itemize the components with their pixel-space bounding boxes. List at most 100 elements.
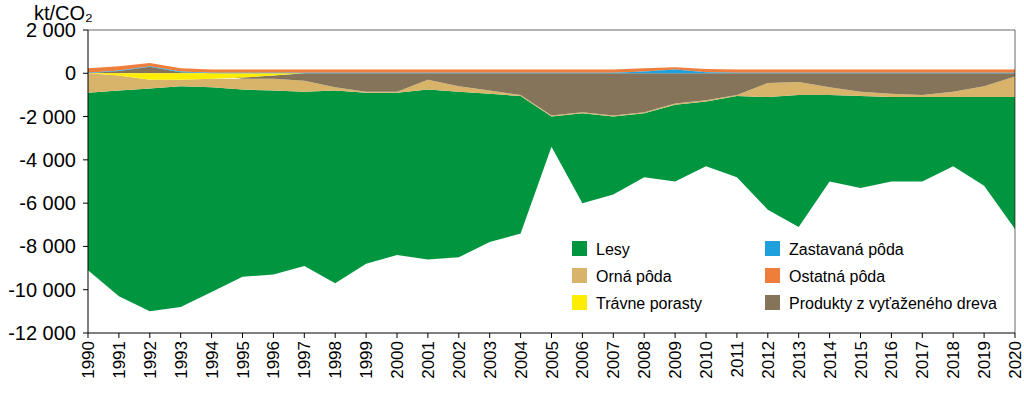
x-tick-label: 2020 [1006,341,1024,379]
x-tick [860,333,861,338]
x-tick-label: 2009 [666,341,685,379]
y-tick [83,289,88,290]
x-tick [798,333,799,338]
x-tick-label: 1995 [234,341,253,379]
x-tick-label: 2000 [388,341,407,379]
x-tick-label: 1994 [203,341,222,379]
y-tick [83,30,88,31]
legend-swatch [765,295,780,310]
x-tick-label: 2006 [573,341,592,379]
legend-swatch [572,241,587,256]
x-tick [829,333,830,338]
x-tick [675,333,676,338]
x-tick-label: 1990 [79,341,98,379]
x-tick [922,333,923,338]
area [88,63,1015,73]
y-axis [88,30,89,333]
x-tick [273,333,274,338]
x-tick-label: 2011 [728,341,747,378]
x-tick-label: 2015 [852,341,871,379]
y-tick [83,203,88,204]
area [88,67,1015,116]
areas [88,63,1015,311]
x-tick [489,333,490,338]
y-tick-label: -6 000 [19,192,76,214]
x-tick-label: 1996 [264,341,283,379]
x-tick-label: 2010 [697,341,716,379]
x-tick-label: 2005 [543,341,562,379]
y-tick-label: 0 [65,62,76,84]
x-tick [427,333,428,338]
y-tick-label: -12 000 [8,322,76,344]
frame [88,30,1015,31]
x-tick-label: 2007 [604,341,623,379]
x-tick-label: 2008 [635,341,654,379]
y-axis-label: kt/CO₂ [34,2,93,24]
x-tick [397,333,398,338]
x-tick [984,333,985,338]
x-tick-label: 2003 [481,341,500,379]
area [88,86,1015,311]
x-tick [1015,333,1016,338]
x-tick [520,333,521,338]
x-tick-label: 2013 [790,341,809,379]
y-tick [83,116,88,117]
x-tick [644,333,645,338]
x-tick [953,333,954,338]
legend-swatch [572,268,587,283]
x-tick [458,333,459,338]
legend-swatch [765,241,780,256]
legend-label: Zastavaná pôda [789,241,904,258]
x-tick [767,333,768,338]
legend-label: Orná pôda [596,268,672,285]
x-tick-label: 2001 [419,341,438,379]
x-tick-label: 2014 [821,341,840,379]
x-tick-label: 1992 [141,341,160,379]
y-tick [83,73,88,74]
legend-swatch [765,268,780,283]
x-tick [582,333,583,338]
x-tick [891,333,892,338]
x-tick [118,333,119,338]
x-tick-label: 2019 [975,341,994,379]
x-tick-label: 2004 [512,341,531,379]
chart: -12 000 -10 000 -8 000 -6 000 -4 000 -2 000 0 2… [0,0,1024,404]
y-tick [83,333,88,334]
legend: Lesy Orná pôda Trávne porasty Zastavaná pôd… [572,241,997,312]
x-tick-label: 1993 [172,341,191,379]
x-tick-label: 1991 [110,341,129,379]
x-tick-label: 1997 [295,341,314,379]
x-tick-label: 1998 [326,341,345,379]
x-tick-label: 2012 [759,341,778,379]
area [88,73,1015,79]
x-tick-label: 2017 [913,341,932,379]
x-tick [706,333,707,338]
x-tick-label: 2018 [944,341,963,379]
y-tick [83,246,88,247]
x-tick [613,333,614,338]
x-tick [211,333,212,338]
area [88,66,1015,73]
x-tick [304,333,305,338]
x-tick [335,333,336,338]
x-tick-label: 2002 [450,341,469,379]
x-tick [551,333,552,338]
x-tick [366,333,367,338]
frame [1015,30,1016,333]
x-tick-label: 1999 [357,341,376,379]
y-tick-label: -8 000 [19,235,76,257]
y-tick [83,159,88,160]
legend-label: Trávne porasty [596,295,702,312]
y-tick-label: -10 000 [8,279,76,301]
y-tick-label: -4 000 [19,149,76,171]
x-tick [242,333,243,338]
legend-label: Produkty z vyťaženého dreva [789,295,997,312]
x-tick-label: 2016 [882,341,901,379]
y-tick-label: -2 000 [19,106,76,128]
x-tick [88,333,89,338]
legend-swatch [572,295,587,310]
legend-label: Lesy [596,241,630,258]
x-tick [149,333,150,338]
legend-label: Ostatná pôda [789,268,885,285]
x-tick [180,333,181,338]
